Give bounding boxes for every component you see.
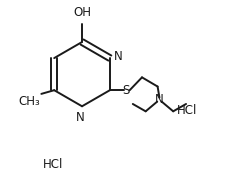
Text: HCl: HCl	[176, 104, 196, 117]
Text: HCl: HCl	[42, 158, 63, 171]
Text: N: N	[76, 111, 84, 124]
Text: S: S	[122, 84, 130, 97]
Text: N: N	[154, 93, 163, 106]
Text: OH: OH	[73, 6, 91, 19]
Text: CH₃: CH₃	[19, 95, 40, 108]
Text: N: N	[113, 50, 122, 63]
